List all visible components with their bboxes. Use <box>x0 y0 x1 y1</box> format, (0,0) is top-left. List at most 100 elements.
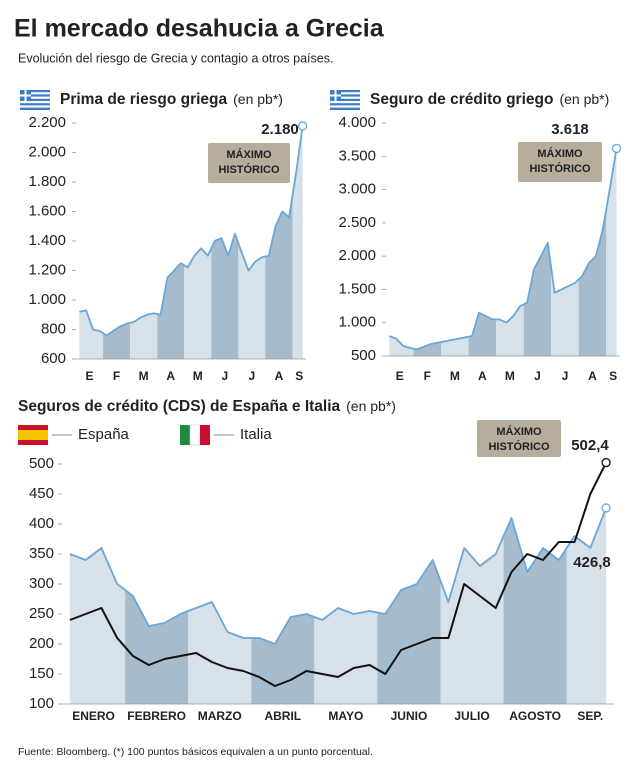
x-tick-label: JUNIO <box>391 709 428 723</box>
series-line <box>69 507 607 645</box>
annotation-text: HISTÓRICO <box>529 162 591 175</box>
annotation-box <box>518 142 602 182</box>
month-band <box>188 507 252 704</box>
end-marker <box>601 503 611 513</box>
month-band <box>606 148 617 356</box>
series-line <box>79 125 304 337</box>
end-marker <box>297 121 308 131</box>
month-band <box>566 507 607 704</box>
x-tick-label: J <box>249 369 256 383</box>
x-tick-label: M <box>139 369 149 383</box>
month-band <box>125 507 189 704</box>
y-tick-label: 500 <box>351 347 376 364</box>
y-tick-label: 1.500 <box>338 280 376 297</box>
chart-title: Prima de riesgo griega <box>60 91 227 108</box>
y-tick-label: 1.200 <box>28 261 66 278</box>
x-tick-label: J <box>221 369 228 383</box>
chart-unit: (en pb*) <box>559 91 609 107</box>
annotation-text: MÁXIMO <box>226 148 272 161</box>
y-tick-label: 1.000 <box>28 291 66 308</box>
month-band <box>103 125 131 359</box>
y-tick-label: 2.500 <box>338 214 376 231</box>
x-tick-label: FEBRERO <box>127 709 186 723</box>
x-tick-label: E <box>86 369 94 383</box>
x-tick-label: M <box>193 369 203 383</box>
annotation-text: HISTÓRICO <box>218 163 280 176</box>
month-band <box>251 507 315 704</box>
source-note: Fuente: Bloomberg. (*) 100 puntos básico… <box>18 746 373 758</box>
x-tick-label: AGOSTO <box>509 709 561 723</box>
x-tick-label: A <box>478 369 487 383</box>
chart-header: Seguros de crédito (CDS) de España e Ita… <box>18 398 396 415</box>
legend-label: España <box>78 426 130 443</box>
end-marker <box>611 143 622 154</box>
flag-spain <box>18 425 72 445</box>
month-band <box>157 125 185 359</box>
y-tick-label: 300 <box>29 575 54 592</box>
y-tick-label: 1.600 <box>28 202 66 219</box>
month-band <box>184 125 212 359</box>
x-tick-label: F <box>424 369 431 383</box>
chart-unit: (en pb*) <box>233 91 283 107</box>
x-tick-label: S <box>295 369 303 383</box>
chart-title: Seguros de crédito (CDS) de España e Ita… <box>18 398 341 415</box>
legend-label: Italia <box>240 426 272 443</box>
y-tick-label: 4.000 <box>338 114 376 131</box>
y-tick-label: 2.200 <box>28 114 66 131</box>
y-tick-label: 250 <box>29 605 54 622</box>
x-tick-label: SEP. <box>577 709 603 723</box>
flag-greece <box>330 90 360 110</box>
y-tick-label: 150 <box>29 665 54 682</box>
y-tick-label: 800 <box>41 320 66 337</box>
page-subtitle: Evolución del riesgo de Grecia y contagi… <box>18 51 333 65</box>
x-tick-label: M <box>450 369 460 383</box>
y-tick-label: 500 <box>29 455 54 472</box>
y-tick-label: 200 <box>29 635 54 652</box>
y-tick-label: 2.000 <box>28 143 66 160</box>
month-band <box>377 507 441 704</box>
x-tick-label: E <box>396 369 404 383</box>
annotation-text: MÁXIMO <box>537 147 583 160</box>
y-tick-label: 100 <box>29 695 54 712</box>
y-tick-label: 400 <box>29 515 54 532</box>
month-band <box>389 148 414 356</box>
value-label: 2.180 <box>261 121 299 138</box>
y-tick-label: 3.500 <box>338 147 376 164</box>
value-label: 502,4 <box>571 437 609 454</box>
flag-greece <box>20 90 50 110</box>
flag-italy <box>180 424 234 446</box>
y-tick-label: 3.000 <box>338 181 376 198</box>
x-tick-label: MARZO <box>198 709 242 723</box>
chart-header: Prima de riesgo griega (en pb*) <box>60 91 283 108</box>
chart-unit: (en pb*) <box>346 398 396 414</box>
x-tick-label: J <box>534 369 541 383</box>
series-line <box>389 148 618 351</box>
y-tick-label: 2.000 <box>338 247 376 264</box>
month-band <box>314 507 378 704</box>
x-tick-label: MAYO <box>328 709 363 723</box>
x-tick-label: A <box>275 369 284 383</box>
x-tick-label: S <box>609 369 617 383</box>
page-title: El mercado desahucia a Grecia <box>14 15 385 43</box>
month-band <box>441 148 469 356</box>
month-band <box>440 507 504 704</box>
chart-title: Seguro de crédito griego <box>370 91 553 108</box>
x-tick-label: ENERO <box>72 709 115 723</box>
month-band <box>413 148 442 356</box>
x-tick-label: JULIO <box>454 709 489 723</box>
y-tick-label: 600 <box>41 350 66 367</box>
x-tick-label: A <box>588 369 597 383</box>
series-line <box>69 462 608 687</box>
y-tick-label: 1.800 <box>28 173 66 190</box>
x-tick-label: ABRIL <box>264 709 301 723</box>
end-marker <box>601 457 611 468</box>
y-tick-label: 1.400 <box>28 232 66 249</box>
month-band <box>503 507 567 704</box>
chart-header: Seguro de crédito griego (en pb*) <box>370 91 609 108</box>
annotation-text: HISTÓRICO <box>488 440 550 453</box>
y-tick-label: 1.000 <box>338 314 376 331</box>
value-label: 3.618 <box>551 121 589 138</box>
annotation-box <box>208 143 290 183</box>
x-tick-label: J <box>562 369 569 383</box>
area-bands <box>69 507 607 704</box>
